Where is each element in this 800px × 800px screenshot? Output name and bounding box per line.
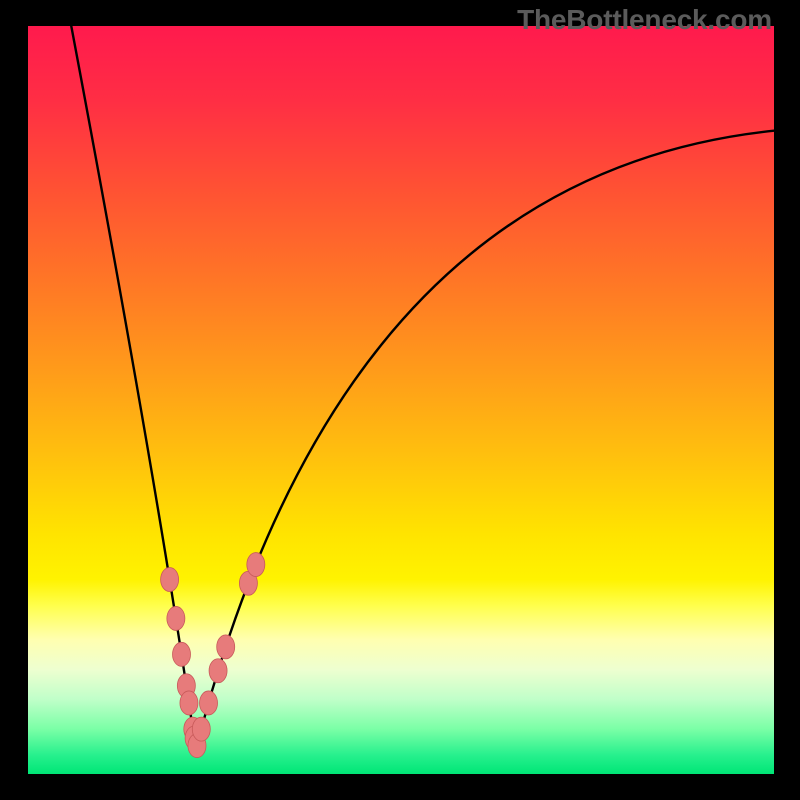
data-marker [217, 635, 235, 659]
data-marker [209, 659, 227, 683]
chart-container: TheBottleneck.com [0, 0, 800, 800]
data-marker [192, 717, 210, 741]
data-marker [173, 642, 191, 666]
watermark-text: TheBottleneck.com [517, 4, 772, 36]
data-marker [167, 606, 185, 630]
data-marker [247, 553, 265, 577]
data-marker [180, 691, 198, 715]
data-marker [200, 691, 218, 715]
curve-layer [28, 26, 774, 774]
data-marker [161, 568, 179, 592]
bottleneck-curve [71, 26, 774, 750]
plot-area [28, 26, 774, 774]
